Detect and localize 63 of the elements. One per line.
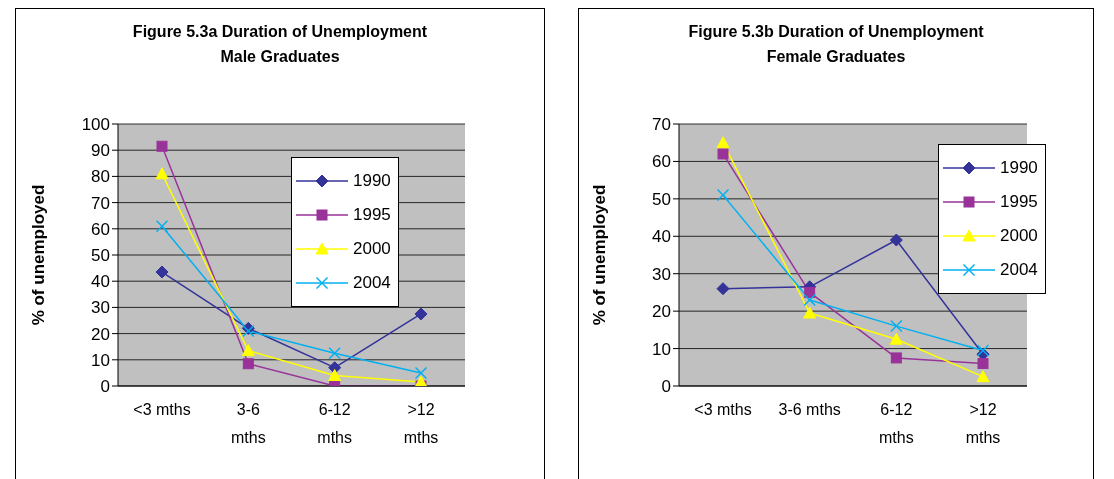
- y-tick-label: 0: [661, 377, 671, 397]
- point: [803, 293, 816, 306]
- point: [414, 307, 428, 321]
- y-tick-label: 60: [91, 219, 110, 239]
- point: [155, 167, 169, 180]
- x-tick-label: 3-6 mths: [231, 401, 266, 447]
- point: [241, 344, 255, 357]
- y-tick-label: 50: [652, 189, 671, 209]
- x-tick-label: >12 mths: [965, 401, 1001, 447]
- point: [890, 320, 903, 333]
- x-tick-label: <3 mths: [694, 401, 752, 419]
- legend-label: 2000: [353, 239, 391, 259]
- point: [977, 344, 989, 357]
- point: [242, 358, 254, 370]
- chart-title: Figure 5.3a Duration of Unemployment Male Graduates: [131, 22, 429, 67]
- y-tick-label: 40: [91, 272, 110, 292]
- point: [717, 148, 729, 160]
- x-tick-label: 3-6 mths: [778, 401, 841, 419]
- point: [155, 265, 169, 279]
- point: [889, 233, 903, 247]
- legend-label: 2000: [1000, 226, 1038, 246]
- x-tick-label: 6-12 mths: [879, 401, 914, 447]
- chart-title: Figure 5.3b Duration of Unemployment Female Graduates: [687, 22, 985, 67]
- point: [976, 370, 990, 383]
- y-tick-label: 70: [91, 193, 110, 213]
- y-tick-label: 90: [91, 141, 110, 161]
- legend-label: 1990: [353, 171, 391, 191]
- y-tick-label: 0: [100, 377, 110, 397]
- point: [889, 332, 903, 345]
- point: [803, 306, 817, 319]
- point: [890, 352, 902, 364]
- y-axis-title: % of unemployed: [590, 184, 610, 326]
- point: [717, 189, 729, 202]
- point: [328, 347, 341, 360]
- y-tick-label: 60: [652, 152, 671, 172]
- y-tick-label: 40: [652, 227, 671, 247]
- y-tick-label: 10: [91, 350, 110, 370]
- legend-label: 2004: [353, 273, 391, 293]
- legend-label: 1990: [1000, 158, 1038, 178]
- legend-label: 2004: [1000, 260, 1038, 280]
- point: [716, 136, 730, 149]
- point: [415, 366, 427, 379]
- x-tick-label: <3 mths: [133, 401, 191, 419]
- y-tick-label: 50: [91, 246, 110, 266]
- y-tick-label: 30: [91, 298, 110, 318]
- legend-label: 1995: [1000, 192, 1038, 212]
- y-tick-label: 20: [652, 302, 671, 322]
- y-tick-label: 70: [652, 115, 671, 135]
- y-tick-label: 20: [91, 324, 110, 344]
- point: [156, 220, 168, 233]
- point: [328, 369, 342, 382]
- y-tick-label: 80: [91, 167, 110, 187]
- legend-label: 1995: [353, 205, 391, 225]
- y-tick-label: 10: [652, 339, 671, 359]
- point: [156, 140, 168, 152]
- x-tick-label: 6-12 mths: [317, 401, 352, 447]
- y-axis-title: % of unemployed: [29, 184, 49, 326]
- y-tick-label: 30: [652, 264, 671, 284]
- y-tick-label: 100: [81, 115, 110, 135]
- point: [977, 358, 989, 370]
- point: [716, 282, 730, 296]
- point: [414, 375, 428, 386]
- x-tick-label: >12 mths: [403, 401, 439, 447]
